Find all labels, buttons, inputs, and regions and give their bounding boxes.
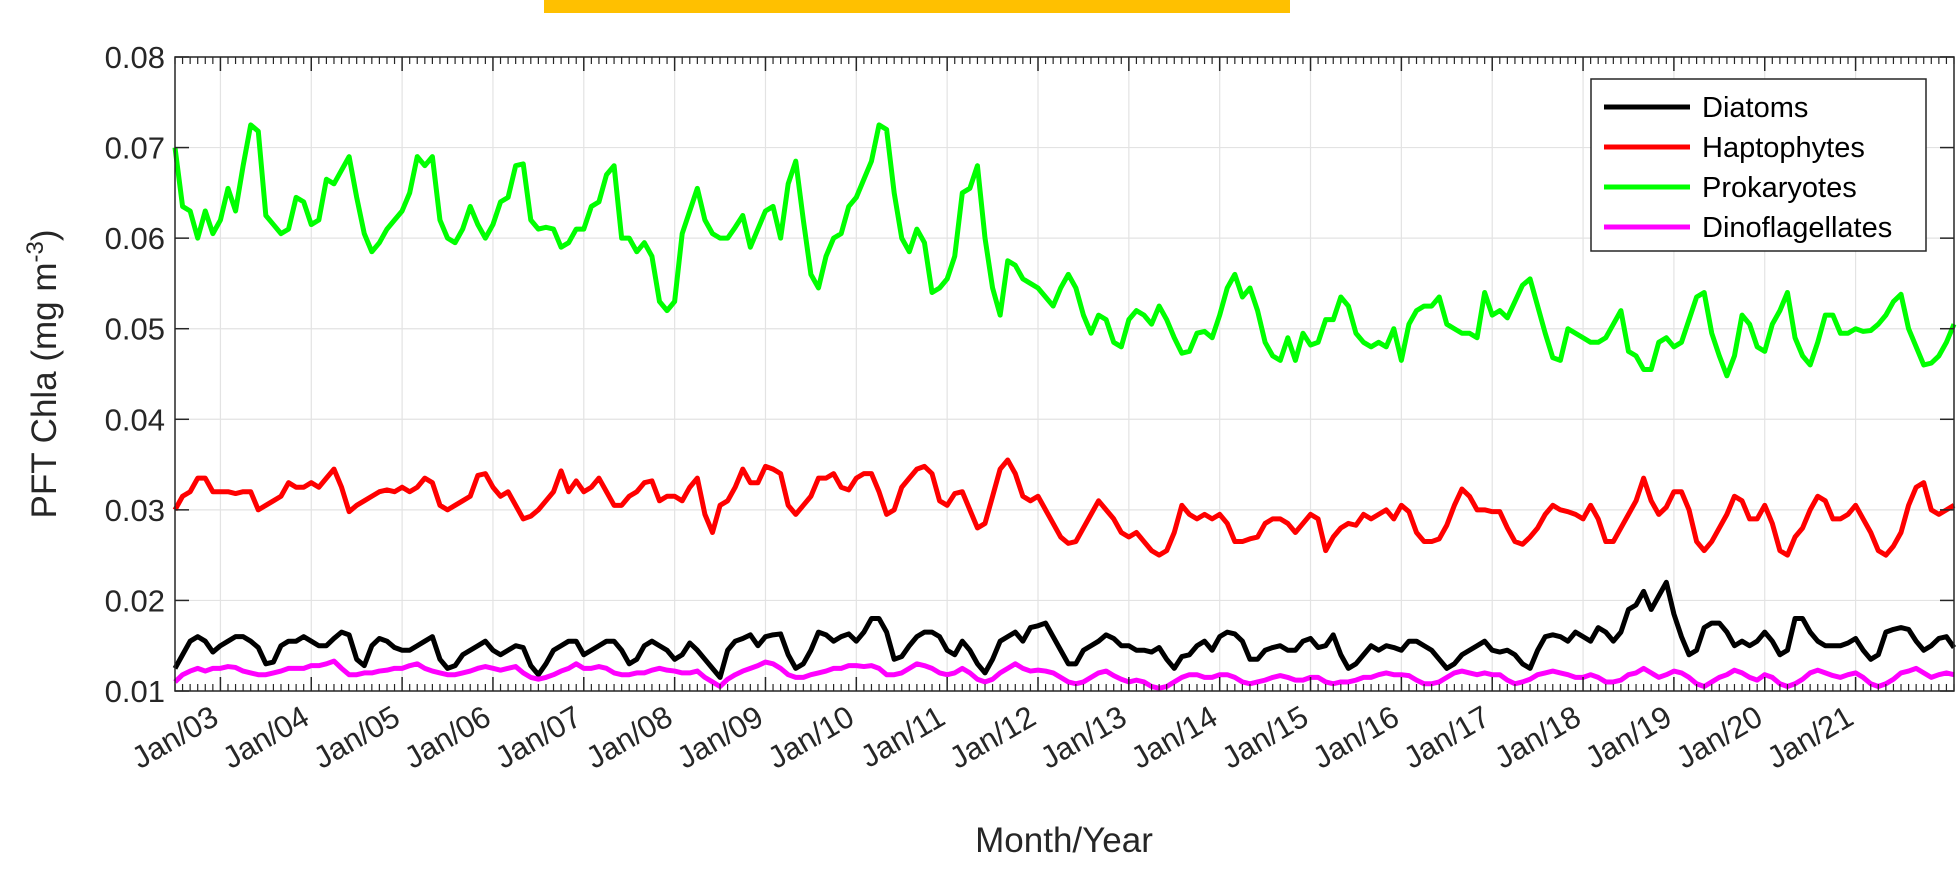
series-line bbox=[172, 122, 1957, 379]
y-tick-label: 0.08 bbox=[105, 40, 165, 75]
y-axis-label-main: PFT Chla (mg m bbox=[25, 262, 64, 518]
y-tick-label: 0.02 bbox=[105, 583, 165, 618]
plot-lines bbox=[172, 122, 1957, 691]
legend-label: Prokaryotes bbox=[1702, 172, 1857, 204]
y-tick-label: 0.06 bbox=[105, 221, 165, 256]
legend-label: Diatoms bbox=[1702, 92, 1808, 124]
series-line bbox=[172, 457, 1956, 558]
legend: Diatoms Haptophytes Prokaryotes Dinoflagell… bbox=[1590, 78, 1927, 252]
legend-label: Haptophytes bbox=[1702, 132, 1865, 164]
y-tick-label: 0.01 bbox=[105, 674, 165, 709]
y-tick-label: 0.07 bbox=[105, 131, 165, 166]
y-axis-label-end: ) bbox=[25, 229, 64, 241]
axes-box bbox=[174, 56, 1955, 692]
series-line bbox=[172, 579, 1957, 680]
y-tick-label: 0.03 bbox=[105, 493, 165, 528]
y-tick-label: 0.04 bbox=[105, 402, 165, 437]
y-tick-label: 0.05 bbox=[105, 312, 165, 347]
x-axis-label: Month/Year bbox=[975, 821, 1153, 860]
y-axis-label: PFT Chla (mg m-3) bbox=[22, 229, 64, 518]
y-axis-label-superscript: -3 bbox=[22, 241, 49, 262]
legend-label: Dinoflagellates bbox=[1702, 212, 1892, 244]
series-line bbox=[173, 658, 1955, 691]
highlight-bar bbox=[544, 0, 1290, 13]
